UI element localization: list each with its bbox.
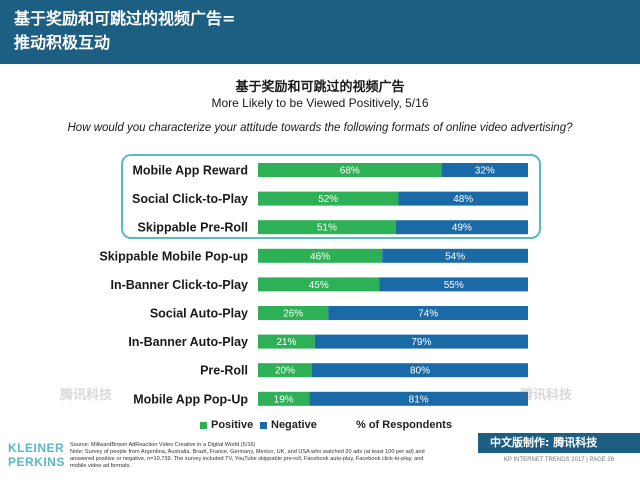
bar-positive <box>258 306 329 320</box>
chart-title: 基于奖励和可跳过的视频广告 <box>235 80 405 95</box>
data-label-positive: 52% <box>318 194 338 205</box>
data-label-negative: 54% <box>445 251 465 262</box>
header-bar: 基于奖励和可跳过的视频广告= 推动积极互动 <box>0 0 640 64</box>
data-label-positive: 46% <box>310 251 330 262</box>
category-label: In-Banner Click-to-Play <box>110 278 248 292</box>
bar-positive <box>258 391 310 406</box>
slide-title: 基于奖励和可跳过的视频广告= 推动积极互动 <box>14 9 236 52</box>
translation-credit: 中文版制作: 腾讯科技 <box>478 433 640 453</box>
category-label: Pre-Roll <box>200 364 248 378</box>
legend-swatch-negative <box>260 421 267 429</box>
bar-row-skippable-pre-roll: Skippable Pre-Roll 51% 49% <box>138 220 528 235</box>
bar-row-skippable-mobile-pop-up: Skippable Mobile Pop-up 46% 54% <box>99 248 528 263</box>
data-label-positive: 20% <box>275 366 295 377</box>
legend-label-negative: Negative <box>271 419 317 431</box>
legend: Positive Negative % of Respondents <box>200 419 560 433</box>
data-label-negative: 80% <box>410 366 430 377</box>
highlight-box <box>121 154 541 239</box>
data-label-negative: 32% <box>475 166 495 177</box>
bar-row-pre-roll: Pre-Roll 20% 80% <box>200 363 528 378</box>
category-label: Skippable Mobile Pop-up <box>99 249 248 263</box>
bar-negative <box>314 334 528 349</box>
legend-item-negative: Negative <box>260 419 317 431</box>
data-label-negative: 81% <box>409 394 429 405</box>
bar-row-in-banner-click-to-play: In-Banner Click-to-Play 45% 55% <box>110 277 528 292</box>
data-label-positive: 68% <box>340 166 360 177</box>
bar-positive <box>258 363 312 378</box>
legend-swatch-positive <box>200 421 207 429</box>
bar-row-in-banner-auto-play: In-Banner Auto-Play 21% 79% <box>128 334 528 349</box>
survey-question: How would you characterize your attitude… <box>67 122 573 134</box>
data-label-positive: 26% <box>283 309 303 320</box>
bar-row-mobile-app-pop-up: Mobile App Pop-Up 19% 81% <box>133 391 528 406</box>
x-axis-label: % of Respondents <box>356 419 452 431</box>
bar-negative <box>312 363 528 378</box>
bar-positive <box>258 191 399 206</box>
page-number: KP INTERNET TRENDS 2017 | PAGE 26 <box>503 457 615 463</box>
bar-positive <box>258 163 442 177</box>
kleiner-perkins-logo: KLEINER PERKINS <box>8 441 65 469</box>
bar-row-social-auto-play: Social Auto-Play 26% 74% <box>150 306 528 321</box>
bar-negative <box>395 220 528 235</box>
data-label-positive: 45% <box>309 280 329 291</box>
data-label-negative: 55% <box>444 280 464 291</box>
chart-subtitle: More Likely to be Viewed Positively, 5/1… <box>211 96 429 110</box>
data-label-positive: 19% <box>274 394 294 405</box>
category-label: In-Banner Auto-Play <box>128 335 248 349</box>
data-label-positive: 21% <box>276 337 296 348</box>
bar-negative <box>309 391 528 406</box>
bar-positive <box>258 220 396 235</box>
bar-negative <box>441 163 528 177</box>
bar-positive <box>258 334 315 349</box>
bar-positive <box>258 277 380 292</box>
watermark-left: 腾讯科技 <box>60 388 113 403</box>
data-label-negative: 74% <box>418 309 438 320</box>
category-label: Mobile App Pop-Up <box>133 392 248 406</box>
bar-negative <box>328 306 528 320</box>
watermark-right: 腾讯科技 <box>520 388 573 403</box>
data-label-negative: 79% <box>411 337 431 348</box>
bar-negative <box>379 277 528 292</box>
data-label-positive: 51% <box>317 223 337 234</box>
category-label: Social Auto-Play <box>150 307 248 321</box>
bar-positive <box>258 248 383 263</box>
bar-negative <box>382 248 528 263</box>
category-label: Skippable Pre-Roll <box>138 221 248 235</box>
bar-negative <box>398 191 528 206</box>
bar-row-mobile-app-reward: Mobile App Reward 68% 32% <box>132 163 528 178</box>
legend-label-positive: Positive <box>211 419 254 431</box>
category-label: Social Click-to-Play <box>132 192 248 206</box>
bar-row-social-click-to-play: Social Click-to-Play 52% 48% <box>132 191 528 206</box>
data-label-negative: 48% <box>453 194 473 205</box>
stacked-bar-chart: Mobile App Reward 68% 32% Social Click-to-P… <box>99 163 528 406</box>
legend-item-positive: Positive <box>200 419 253 431</box>
category-label: Mobile App Reward <box>132 164 248 178</box>
source-note: Source: MillwardBrown AdReaction Video C… <box>70 442 425 469</box>
data-label-negative: 49% <box>452 223 472 234</box>
